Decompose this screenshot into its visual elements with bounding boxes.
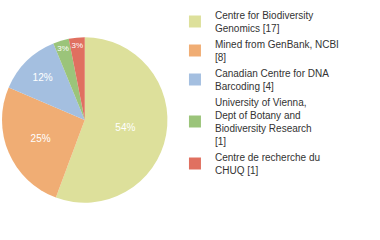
svg-text:Canadian Centre for DNABarcodi: Canadian Centre for DNABarcoding [4] <box>215 68 329 92</box>
svg-text:University of Vienna,Dept of B: University of Vienna,Dept of Botany andB… <box>215 97 312 147</box>
svg-text:3%: 3% <box>72 41 84 50</box>
svg-text:54%: 54% <box>115 122 135 133</box>
svg-text:Mined from GenBank, NCBI[8]: Mined from GenBank, NCBI[8] <box>215 39 339 63</box>
svg-text:Centre for BiodiversityGenomic: Centre for BiodiversityGenomics [17] <box>215 10 313 34</box>
svg-text:Centre de recherche duCHUQ [1]: Centre de recherche duCHUQ [1] <box>215 152 320 176</box>
svg-text:12%: 12% <box>33 72 53 83</box>
svg-text:3%: 3% <box>57 44 69 53</box>
svg-text:25%: 25% <box>31 133 51 144</box>
